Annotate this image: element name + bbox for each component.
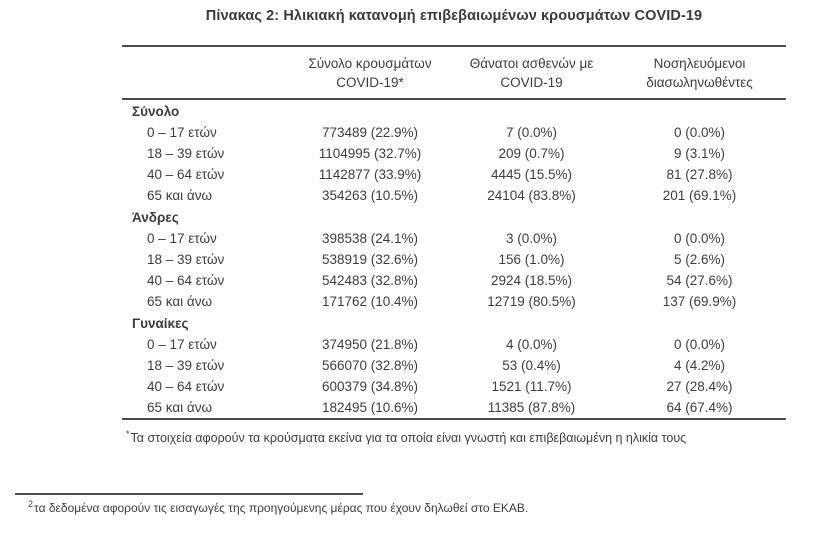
column-header-deaths-line1: Θάνατοι ασθενών με	[469, 56, 594, 71]
column-header-intubated: Νοσηλευόμενοι διασωληνωθέντες	[613, 46, 786, 100]
age-group-cell: 65 και άνω	[147, 400, 213, 415]
deaths-cell: 209 (0.7%)	[498, 146, 565, 161]
age-group-cell: 0 – 17 ετών	[147, 337, 217, 352]
column-header-cases-line1: Σύνολο κρουσμάτων	[308, 56, 432, 71]
column-header-intubated-line2: διασωληνωθέντες	[646, 75, 753, 90]
section-label: Άνδρες	[132, 209, 179, 225]
age-group-cell: 18 – 39 ετών	[147, 358, 225, 373]
table-row: 65 και άνω 354263 (10.5%) 24104 (83.8%) 201…	[122, 185, 786, 206]
section-header-row: Γυναίκες	[122, 312, 786, 334]
column-header-cases-line2: COVID-19*	[336, 75, 404, 90]
deaths-cell: 1521 (11.7%)	[491, 379, 572, 394]
age-group-cell: 65 και άνω	[147, 188, 213, 203]
deaths-cell: 24104 (83.8%)	[487, 188, 576, 203]
intubated-cell: 5 (2.6%)	[673, 252, 726, 267]
cases-cell: 1104995 (32.7%)	[318, 146, 422, 161]
cases-cell: 354263 (10.5%)	[321, 188, 419, 203]
cases-cell: 566070 (32.8%)	[321, 358, 419, 373]
age-distribution-table: Σύνολο κρουσμάτων COVID-19* Θάνατοι ασθε…	[122, 45, 786, 420]
column-header-deaths-line2: COVID-19	[500, 75, 563, 90]
cases-cell: 374950 (21.8%)	[321, 337, 419, 352]
age-group-cell: 40 – 64 ετών	[147, 167, 225, 182]
section-header-row: Σύνολο	[122, 99, 786, 122]
deaths-cell: 11385 (87.8%)	[487, 400, 576, 415]
section-header-row: Άνδρες	[122, 206, 786, 228]
table-row: 40 – 64 ετών 542483 (32.8%) 2924 (18.5%) 54…	[122, 270, 786, 291]
footnote-asterisk-text: Τα στοιχεία αφορούν τα κρούσματα εκείνα …	[130, 431, 687, 446]
deaths-cell: 156 (1.0%)	[498, 252, 565, 267]
footnote-ekab: 2τα δεδομένα αφορούν τις εισαγωγές της π…	[28, 499, 728, 515]
column-header-age-group	[122, 46, 290, 100]
intubated-cell: 54 (27.6%)	[666, 273, 733, 288]
footnote-ekab-marker: 2	[28, 499, 34, 509]
column-header-cases: Σύνολο κρουσμάτων COVID-19*	[290, 46, 450, 100]
cases-cell: 773489 (22.9%)	[321, 125, 419, 140]
table-row: 65 και άνω 171762 (10.4%) 12719 (80.5%) 137…	[122, 291, 786, 312]
footnote-separator-line	[15, 493, 363, 495]
age-group-cell: 40 – 64 ετών	[147, 273, 225, 288]
table-row: 18 – 39 ετών 566070 (32.8%) 53 (0.4%) 4 (4.…	[122, 355, 786, 376]
table-row: 65 και άνω 182495 (10.6%) 11385 (87.8%) 64 …	[122, 397, 786, 419]
cases-cell: 398538 (24.1%)	[321, 231, 419, 246]
intubated-cell: 0 (0.0%)	[673, 337, 726, 352]
deaths-cell: 3 (0.0%)	[505, 231, 558, 246]
table-row: 18 – 39 ετών 538919 (32.6%) 156 (1.0%) 5 (2…	[122, 249, 786, 270]
intubated-cell: 9 (3.1%)	[673, 146, 726, 161]
column-header-intubated-line1: Νοσηλευόμενοι	[653, 56, 746, 71]
deaths-cell: 7 (0.0%)	[505, 125, 558, 140]
table-body: Σύνολο 0 – 17 ετών 773489 (22.9%) 7 (0.0%) 0…	[122, 99, 786, 419]
deaths-cell: 4445 (15.5%)	[490, 167, 573, 182]
footnote-ekab-text: τα δεδομένα αφορούν τις εισαγωγές της πρ…	[34, 501, 529, 515]
cases-cell: 1142877 (33.9%)	[318, 167, 422, 182]
table-row: 0 – 17 ετών 398538 (24.1%) 3 (0.0%) 0 (0.0%…	[122, 228, 786, 249]
intubated-cell: 4 (4.2%)	[673, 358, 726, 373]
intubated-cell: 0 (0.0%)	[673, 231, 726, 246]
intubated-cell: 137 (69.9%)	[662, 294, 737, 309]
table-row: 40 – 64 ετών 600379 (34.8%) 1521 (11.7%) 27…	[122, 376, 786, 397]
table-row: 40 – 64 ετών 1142877 (33.9%) 4445 (15.5%) 8…	[122, 164, 786, 185]
cases-cell: 542483 (32.8%)	[321, 273, 419, 288]
deaths-cell: 2924 (18.5%)	[490, 273, 573, 288]
table-row: 0 – 17 ετών 374950 (21.8%) 4 (0.0%) 0 (0.0%…	[122, 334, 786, 355]
deaths-cell: 4 (0.0%)	[505, 337, 558, 352]
deaths-cell: 12719 (80.5%)	[487, 294, 576, 309]
column-header-deaths: Θάνατοι ασθενών με COVID-19	[450, 46, 613, 100]
cases-cell: 182495 (10.6%)	[321, 400, 419, 415]
footnote-asterisk: *Τα στοιχεία αφορούν τα κρούσματα εκείνα…	[126, 429, 806, 445]
age-group-cell: 65 και άνω	[147, 294, 213, 309]
section-label: Σύνολο	[132, 103, 180, 119]
age-group-cell: 18 – 39 ετών	[147, 146, 225, 161]
cases-cell: 538919 (32.6%)	[321, 252, 419, 267]
table-row: 0 – 17 ετών 773489 (22.9%) 7 (0.0%) 0 (0.0%…	[122, 122, 786, 143]
footnote-asterisk-marker: *	[126, 429, 130, 439]
cases-cell: 171762 (10.4%)	[321, 294, 419, 309]
section-label: Γυναίκες	[132, 315, 189, 331]
intubated-cell: 0 (0.0%)	[673, 125, 726, 140]
intubated-cell: 64 (67.4%)	[666, 400, 733, 415]
age-group-cell: 0 – 17 ετών	[147, 231, 217, 246]
age-group-cell: 0 – 17 ετών	[147, 125, 217, 140]
table-row: 18 – 39 ετών 1104995 (32.7%) 209 (0.7%) 9 (…	[122, 143, 786, 164]
table-title: Πίνακας 2: Ηλικιακή κατανομή επιβεβαιωμέ…	[205, 8, 703, 24]
intubated-cell: 81 (27.8%)	[666, 167, 733, 182]
header-row: Σύνολο κρουσμάτων COVID-19* Θάνατοι ασθε…	[122, 46, 786, 100]
intubated-cell: 201 (69.1%)	[662, 188, 737, 203]
intubated-cell: 27 (28.4%)	[666, 379, 733, 394]
cases-cell: 600379 (34.8%)	[321, 379, 419, 394]
age-group-cell: 40 – 64 ετών	[147, 379, 225, 394]
age-group-cell: 18 – 39 ετών	[147, 252, 225, 267]
deaths-cell: 53 (0.4%)	[502, 358, 561, 373]
table-header: Σύνολο κρουσμάτων COVID-19* Θάνατοι ασθε…	[122, 46, 786, 100]
